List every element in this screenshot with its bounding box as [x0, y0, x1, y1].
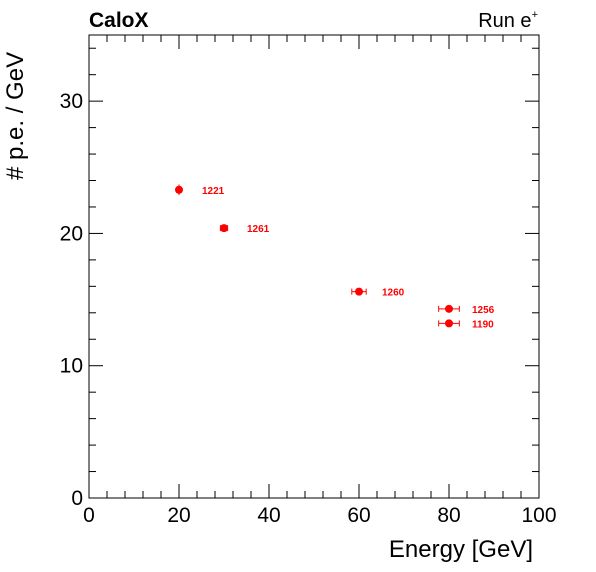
experiment-label: CaloX — [89, 9, 149, 32]
data-point: 1256 — [438, 304, 495, 316]
x-tick-label: 80 — [437, 504, 460, 527]
x-tick-label: 100 — [521, 504, 556, 527]
data-marker — [445, 304, 453, 313]
x-tick-label: 20 — [167, 504, 190, 527]
x-tick-label: 60 — [347, 504, 370, 527]
run-label-sup: + — [532, 9, 538, 21]
data-point: 1261 — [219, 224, 270, 235]
y-axis-title: # p.e. / GeV — [2, 52, 29, 180]
data-label: 1261 — [247, 224, 270, 235]
run-label: Run e+ — [478, 9, 538, 32]
data-label: 1256 — [472, 305, 495, 316]
plot-frame — [88, 34, 540, 499]
y-tick-label: 30 — [60, 90, 83, 113]
data-label: 1260 — [382, 288, 405, 299]
data-point: 1221 — [175, 184, 225, 197]
x-axis-title: Energy [GeV] — [389, 536, 533, 563]
data-point: 1190 — [438, 319, 494, 330]
data-label: 1221 — [202, 186, 225, 197]
data-marker — [175, 185, 183, 194]
x-tick-label: 40 — [257, 504, 280, 527]
data-point: 1260 — [351, 287, 405, 299]
data-points: 1221 1261 1260 1256 1190 — [175, 184, 495, 330]
data-marker — [355, 287, 363, 296]
run-label-base: Run e — [478, 10, 531, 32]
y-tick-label: 10 — [60, 355, 83, 378]
data-label: 1190 — [472, 319, 494, 330]
y-tick-label: 20 — [60, 222, 83, 245]
axes: 0 20 40 60 80 100 0 10 20 30 — [60, 34, 557, 527]
data-marker — [445, 319, 453, 328]
data-marker — [220, 224, 228, 233]
x-tick-label: 0 — [83, 504, 95, 527]
y-tick-label: 0 — [71, 487, 83, 510]
